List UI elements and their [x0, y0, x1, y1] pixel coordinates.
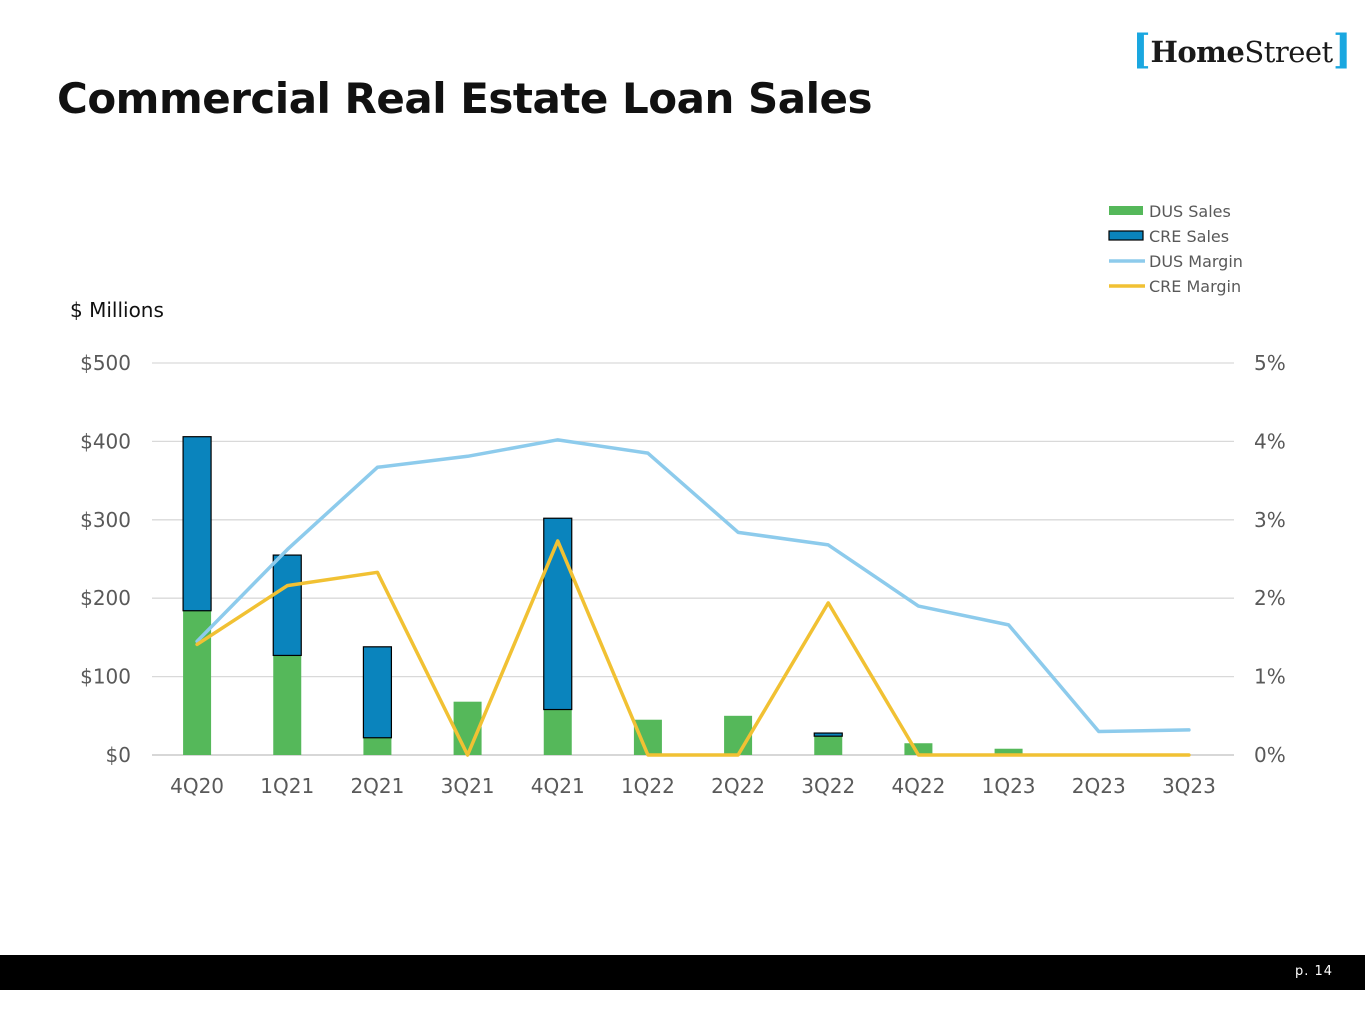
- x-tick-label: 1Q22: [621, 774, 675, 798]
- page-title: Commercial Real Estate Loan Sales: [57, 74, 873, 123]
- y-left-tick-label: $200: [80, 586, 131, 610]
- bar-dus-sales: [363, 737, 392, 755]
- y-left-tick-label: $100: [80, 665, 131, 689]
- line-cre-margin: [195, 539, 1191, 757]
- x-tick-label: 2Q21: [350, 774, 404, 798]
- y-right-tick-label: 2%: [1254, 586, 1286, 610]
- bars: [182, 436, 1023, 755]
- y-left-tick-label: $400: [80, 429, 131, 453]
- bar-cre-sales: [272, 554, 302, 657]
- x-tick-label: 1Q23: [982, 774, 1036, 798]
- x-tick-label: 3Q22: [801, 774, 855, 798]
- axes: $0 $100 $200 $300 $400 $500 0% 1% 2% 3% 4% 5% $ Mill…: [70, 298, 1286, 798]
- y-right-tick-label: 3%: [1254, 508, 1286, 532]
- logo-bracket-open: [: [1132, 26, 1151, 73]
- legend-label: CRE Margin: [1149, 277, 1241, 296]
- x-tick-label: 4Q22: [891, 774, 945, 798]
- y-left-tick-label: $500: [80, 351, 131, 375]
- y-axis-units-label: $ Millions: [70, 298, 164, 322]
- logo-brand-regular: Street: [1244, 35, 1333, 69]
- y-right-tick-label: 5%: [1254, 351, 1286, 375]
- bar-cre-sales: [543, 517, 573, 711]
- x-tick-label: 2Q22: [711, 774, 765, 798]
- gridlines: [152, 362, 1234, 756]
- footer-bar: p. 14: [0, 955, 1365, 990]
- margin-lines: [195, 438, 1191, 757]
- bar-dus-sales: [814, 736, 843, 755]
- legend-swatch-bar: [1108, 230, 1144, 241]
- y-left-tick-label: $0: [106, 743, 131, 767]
- bar-dus-sales: [273, 655, 302, 755]
- legend-label: DUS Margin: [1149, 252, 1243, 271]
- x-tick-label: 3Q21: [441, 774, 495, 798]
- loan-sales-chart: $0 $100 $200 $300 $400 $500 0% 1% 2% 3% 4% 5% $ Mill…: [70, 202, 1286, 798]
- x-tick-label: 4Q21: [531, 774, 585, 798]
- logo-brand-bold: Home: [1150, 35, 1245, 69]
- bar-dus-sales: [994, 748, 1023, 755]
- x-tick-label: 3Q23: [1162, 774, 1216, 798]
- bar-dus-sales: [543, 709, 572, 755]
- bar-cre-sales: [362, 646, 393, 739]
- legend-label: CRE Sales: [1149, 227, 1229, 246]
- legend-label: DUS Sales: [1149, 202, 1231, 221]
- y-right-tick-label: 0%: [1254, 743, 1286, 767]
- bar-cre-sales: [182, 436, 212, 612]
- legend-swatch-bar: [1109, 206, 1143, 215]
- x-tick-label: 4Q20: [170, 774, 224, 798]
- chart-legend: DUS Sales CRE Sales DUS Margin CRE Margin: [1108, 202, 1243, 296]
- x-tick-label: 1Q21: [260, 774, 314, 798]
- page-number: p. 14: [1294, 964, 1333, 979]
- bar-dus-sales: [183, 610, 212, 755]
- bar-dus-sales: [904, 743, 933, 755]
- bar-dus-sales: [633, 719, 662, 755]
- homestreet-logo: [ Home Street ]: [1132, 26, 1352, 74]
- bar-dus-sales: [724, 715, 753, 755]
- logo-bracket-close: ]: [1332, 26, 1352, 73]
- y-left-tick-label: $300: [80, 508, 131, 532]
- bar-cre-sales: [813, 732, 843, 737]
- y-right-tick-label: 1%: [1254, 665, 1286, 689]
- x-tick-label: 2Q23: [1072, 774, 1126, 798]
- line-dus-margin: [195, 438, 1191, 734]
- y-right-tick-label: 4%: [1254, 429, 1286, 453]
